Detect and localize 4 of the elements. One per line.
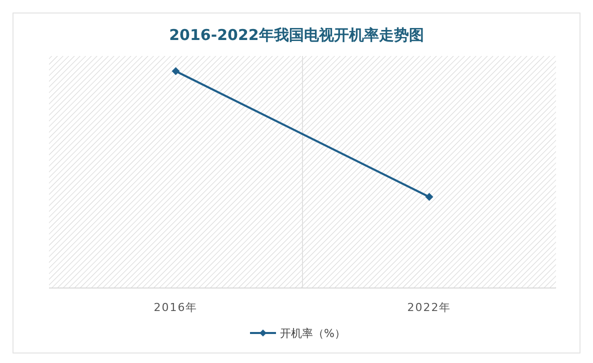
chart-title: 2016-2022年我国电视开机率走势图 [169,26,424,44]
x-tick-label: 2022年 [407,301,452,314]
x-tick-label: 2016年 [154,301,198,314]
legend-label: 开机率（%） [280,327,346,340]
